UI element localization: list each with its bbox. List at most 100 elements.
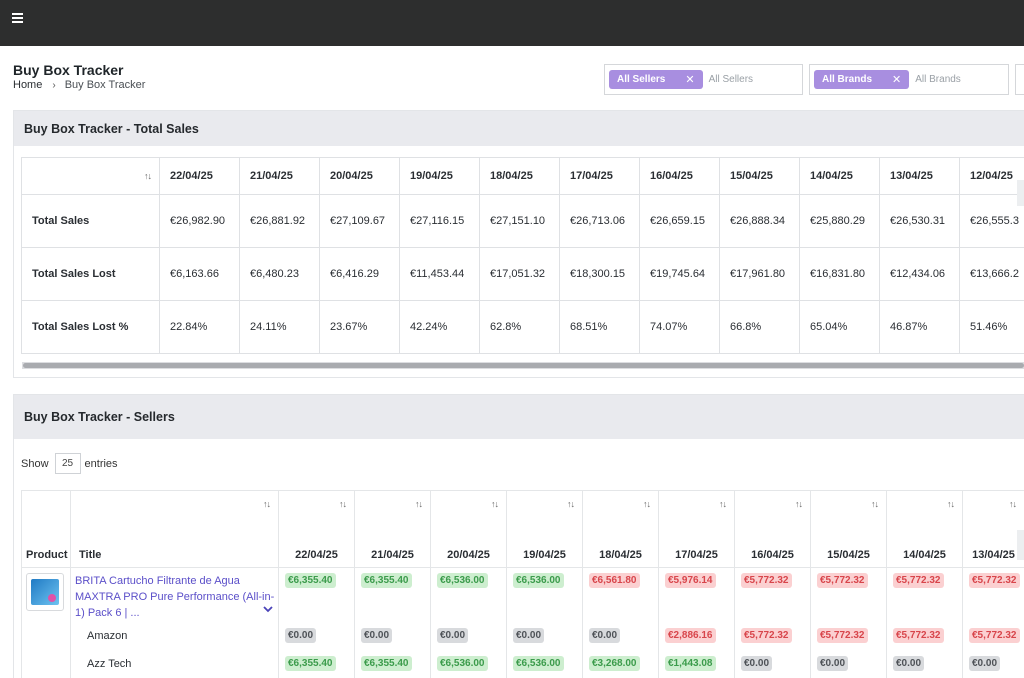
chevron-down-icon[interactable] <box>262 604 274 614</box>
table-cell: €5,976.14 <box>658 567 735 626</box>
date-column-header[interactable]: ↑↓ 18/04/25 <box>582 490 659 568</box>
value-badge: €0.00 <box>741 655 773 671</box>
table-cell: 46.87% <box>879 300 960 354</box>
brands-filter-chip: All Brands ✕ <box>814 70 910 89</box>
date-column-header[interactable]: ↑↓ 20/04/25 <box>430 490 507 568</box>
breadcrumb-home-link[interactable]: Home <box>13 79 43 91</box>
value-badge: €3,268.00 <box>589 655 640 671</box>
table-cell: €6,355.40 <box>278 653 355 678</box>
sort-icon: ↑↓ <box>719 499 727 509</box>
title-column-header[interactable]: ↑↓ Title <box>70 490 279 568</box>
table-cell: €6,355.40 <box>278 567 355 626</box>
date-column-header[interactable]: 15/04/25 <box>719 157 800 195</box>
table-cell: €6,536.00 <box>430 567 507 626</box>
product-column-header[interactable]: Product <box>21 490 71 568</box>
breadcrumb: Home › Buy Box Tracker <box>13 79 145 91</box>
date-column-header[interactable]: ↑↓ 15/04/25 <box>810 490 887 568</box>
table-cell: €6,355.40 <box>354 653 431 678</box>
value-badge: €5,772.32 <box>969 573 1020 588</box>
row-label: Total Sales Lost % <box>21 300 160 354</box>
brands-filter[interactable]: All Brands ✕ All Brands <box>809 64 1009 95</box>
value-badge: €5,772.32 <box>893 627 944 643</box>
date-column-header[interactable]: ↑↓ 17/04/25 <box>658 490 735 568</box>
table-cell: 24.11% <box>239 300 320 354</box>
date-column-header[interactable]: 22/04/25 <box>159 157 240 195</box>
table-cell: €0.00 <box>886 653 963 678</box>
date-column-header[interactable]: ↑↓ 22/04/25 <box>278 490 355 568</box>
value-badge: €5,772.32 <box>893 573 944 588</box>
value-badge: €0.00 <box>361 627 393 643</box>
row-label: Total Sales <box>21 194 160 248</box>
remove-chip-icon[interactable]: ✕ <box>685 74 695 86</box>
table-cell: 65.04% <box>799 300 880 354</box>
date-column-header[interactable]: 13/04/25 <box>879 157 960 195</box>
horizontal-scrollbar[interactable] <box>22 362 1024 369</box>
date-column-header[interactable]: 19/04/25 <box>399 157 480 195</box>
date-column-header[interactable]: ↑↓ 14/04/25 <box>886 490 963 568</box>
table-cell: €5,772.32 <box>734 625 811 654</box>
date-column-header[interactable]: 12/04/25 <box>959 157 1024 195</box>
title-header-label: Title <box>79 549 102 561</box>
entries-label: entries <box>84 457 118 470</box>
sort-icon: ↑↓ <box>415 499 423 509</box>
product-image <box>31 579 59 605</box>
value-badge: €5,772.32 <box>741 627 792 643</box>
value-badge: €6,536.00 <box>437 573 488 588</box>
date-column-header[interactable]: ↑↓ 21/04/25 <box>354 490 431 568</box>
table-cell: 68.51% <box>559 300 640 354</box>
product-title-link[interactable]: BRITA Cartucho Filtrante de Agua MAXTRA … <box>75 575 275 619</box>
scrollbar-thumb[interactable] <box>23 363 1024 368</box>
table-cell: €6,355.40 <box>354 567 431 626</box>
sort-column-header[interactable]: ↑↓ <box>21 157 160 195</box>
table-cell: €0.00 <box>962 653 1024 678</box>
table-cell: €5,772.32 <box>734 567 811 626</box>
date-column-header[interactable]: 18/04/25 <box>479 157 560 195</box>
sellers-filter-placeholder: All Sellers <box>708 74 754 85</box>
value-badge: €0.00 <box>285 627 317 643</box>
table-cell: €0.00 <box>506 625 583 654</box>
sort-icon: ↑↓ <box>871 499 879 509</box>
table-cell: €5,772.32 <box>810 567 887 626</box>
table-cell: €5,772.32 <box>810 625 887 654</box>
hamburger-icon[interactable] <box>12 11 28 25</box>
date-column-header[interactable]: 17/04/25 <box>559 157 640 195</box>
sellers-chip-label: All Sellers <box>617 74 666 85</box>
date-column-header[interactable]: ↑↓ 19/04/25 <box>506 490 583 568</box>
date-header-label: 20/04/25 <box>447 549 490 561</box>
brands-chip-label: All Brands <box>822 74 873 85</box>
sort-icon: ↑↓ <box>491 499 499 509</box>
value-badge: €5,772.32 <box>741 573 792 588</box>
date-column-header[interactable]: ↑↓ 16/04/25 <box>734 490 811 568</box>
sort-icon: ↑↓ <box>1009 499 1017 509</box>
remove-chip-icon[interactable]: ✕ <box>892 74 902 86</box>
table-cell: €26,659.15 <box>639 194 720 248</box>
date-header-label: 13/04/25 <box>972 549 1015 561</box>
table-cell: €0.00 <box>354 625 431 654</box>
product-thumbnail[interactable] <box>26 573 64 611</box>
date-column-header[interactable]: ↑↓ 13/04/25 <box>962 490 1024 568</box>
empty-cell <box>21 625 71 654</box>
seller-name: Amazon <box>70 625 279 654</box>
date-column-header[interactable]: 20/04/25 <box>319 157 400 195</box>
additional-filter[interactable] <box>1015 64 1024 95</box>
date-column-header[interactable]: 14/04/25 <box>799 157 880 195</box>
date-column-header[interactable]: 21/04/25 <box>239 157 320 195</box>
date-header-label: 16/04/25 <box>751 549 794 561</box>
date-column-header[interactable]: 16/04/25 <box>639 157 720 195</box>
table-cell: €6,416.29 <box>319 247 400 301</box>
table-cell: €13,666.2 <box>959 247 1024 301</box>
value-badge: €6,536.00 <box>513 573 564 588</box>
show-entries-control: Show 25 entries <box>21 453 118 474</box>
sellers-table: Product ↑↓ Title ↑↓ 22/04/25 ↑↓ 21/04/25 ↑↓ 20… <box>21 490 1024 678</box>
top-bar <box>0 0 1024 46</box>
table-cell: €1,443.08 <box>658 653 735 678</box>
seller-name: Azz Tech <box>70 653 279 678</box>
table-cell: €27,151.10 <box>479 194 560 248</box>
table-cell: €2,886.16 <box>658 625 735 654</box>
table-cell: €27,109.67 <box>319 194 400 248</box>
sellers-filter[interactable]: All Sellers ✕ All Sellers <box>604 64 803 95</box>
entries-select[interactable]: 25 <box>54 453 81 474</box>
table-cell: €6,536.00 <box>506 653 583 678</box>
table-cell: €3,268.00 <box>582 653 659 678</box>
date-header-label: 17/04/25 <box>675 549 718 561</box>
